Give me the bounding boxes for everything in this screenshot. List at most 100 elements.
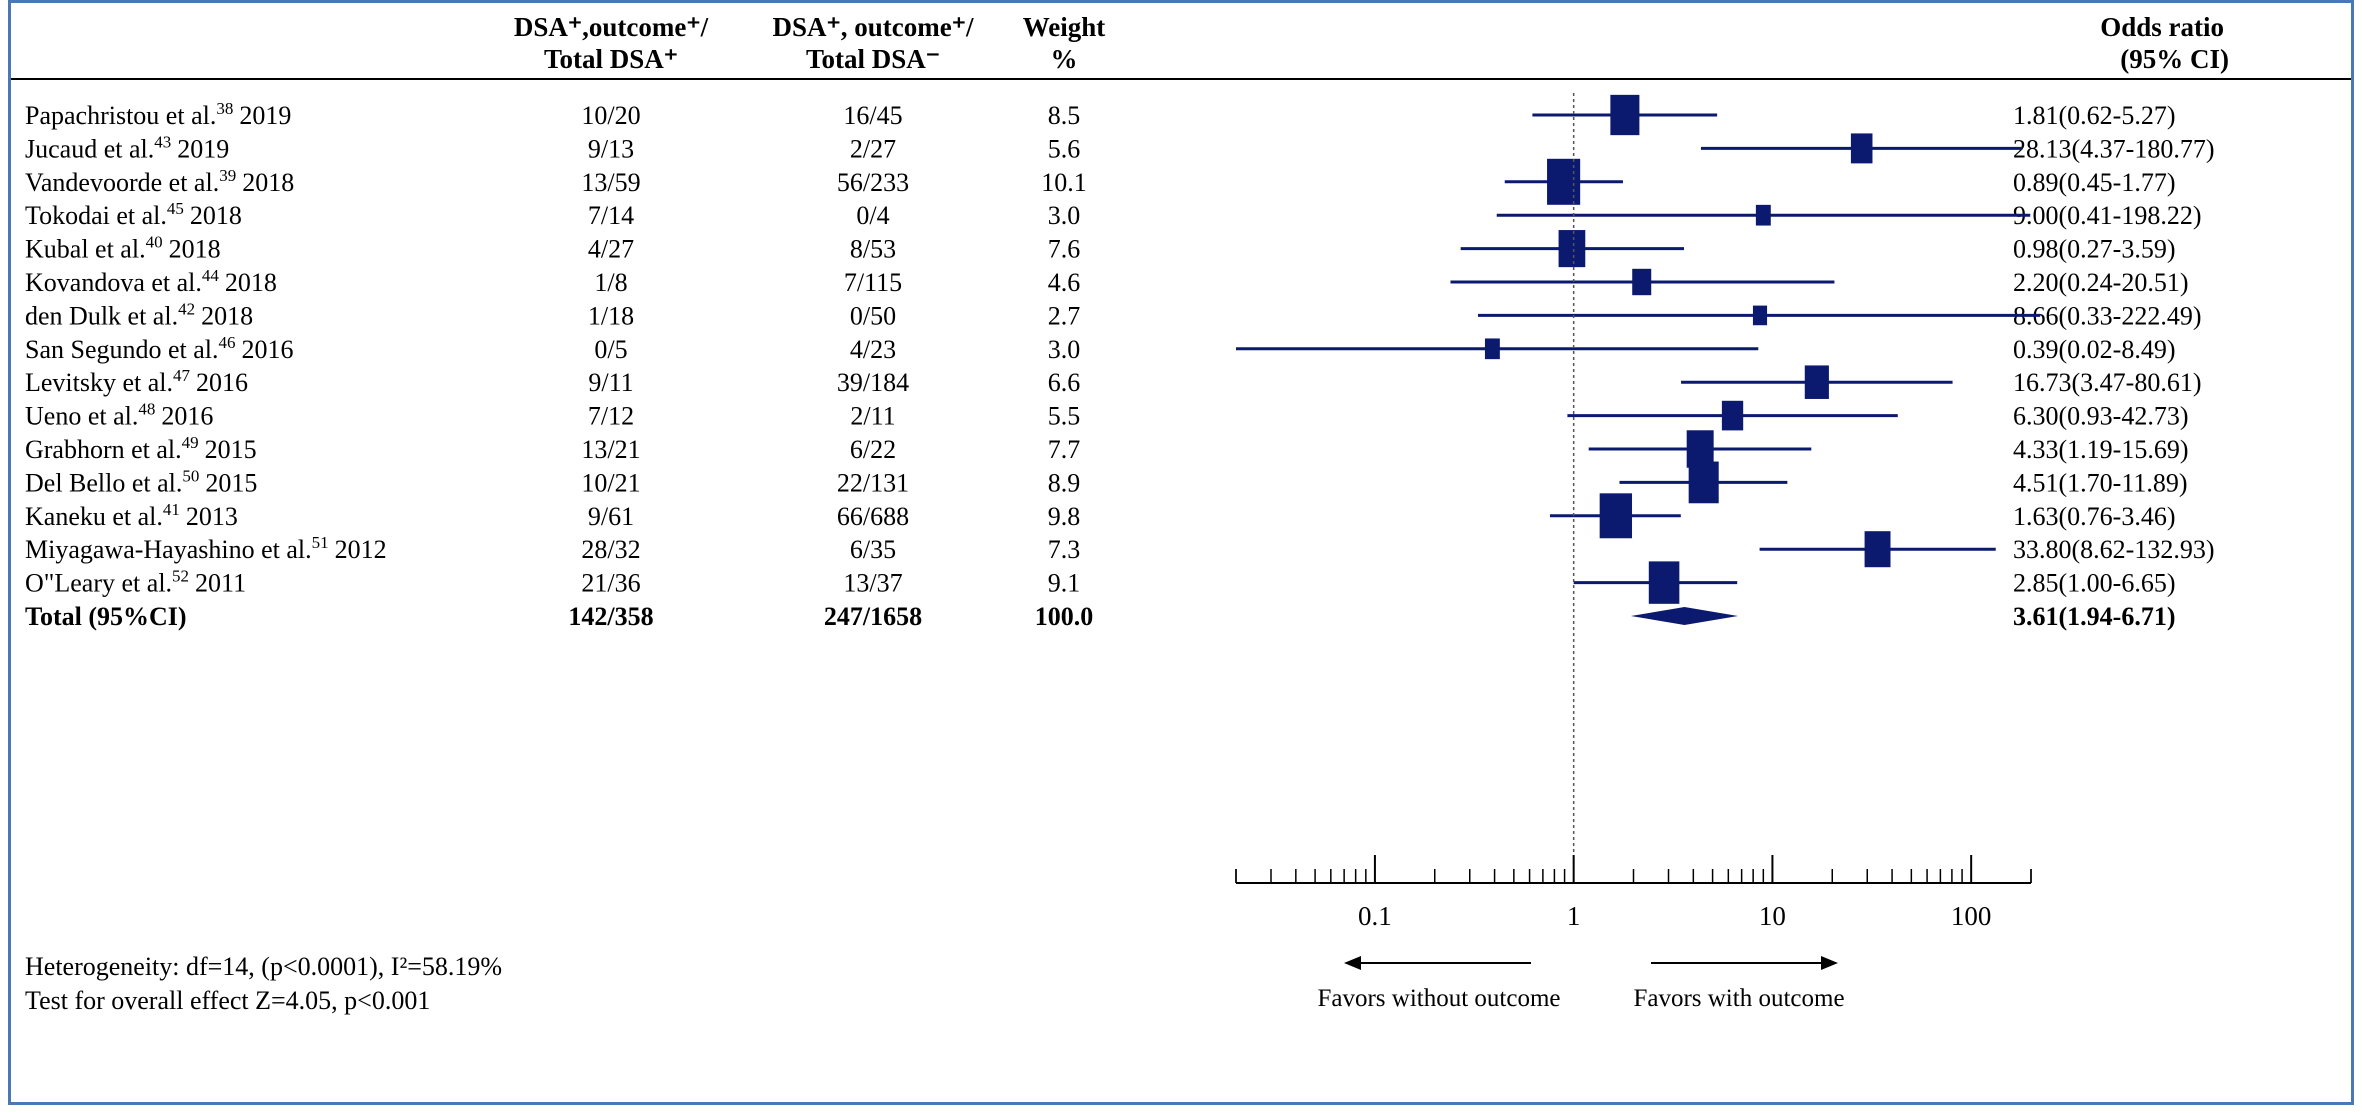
or-ci-value: 2.85(1.00-6.65): [2013, 569, 2175, 598]
dsa-neg-value: 7/115: [844, 268, 902, 297]
study-label: Vandevoorde et al.39 2018: [25, 166, 294, 197]
study-year: 2016: [242, 335, 294, 364]
study-label: Papachristou et al.38 2019: [25, 99, 291, 130]
favors-annotations: Favors without outcome Favors with outco…: [1317, 956, 1845, 1012]
tick-label: 10: [1759, 901, 1786, 931]
or-ci-value: 1.81(0.62-5.27): [2013, 101, 2175, 130]
dsa-pos-value: 4/27: [588, 235, 634, 264]
study-author: den Dulk et al.: [25, 301, 178, 330]
table-row: Ueno et al.48 2016 7/12 2/11 5.5 6.30(0.93-42…: [25, 400, 2188, 431]
dsa-pos-value: 13/59: [581, 168, 640, 197]
study-marker: [1752, 305, 1768, 326]
study-label: Kubal et al.40 2018: [25, 233, 221, 264]
study-marker: [1721, 400, 1744, 431]
overall-effect-text: Test for overall effect Z=4.05, p<0.001: [25, 986, 430, 1015]
study-ref: 38: [216, 99, 233, 118]
dsa-neg-value: 4/23: [850, 335, 896, 364]
dsa-neg-value: 6/22: [850, 435, 896, 464]
study-label: Jucaud et al.43 2019: [25, 132, 229, 163]
weight-value: 2.7: [1048, 301, 1081, 330]
weight-value: 7.3: [1048, 535, 1081, 564]
dsa-pos-value: 1/8: [594, 268, 627, 297]
favors-left-label: Favors without outcome: [1317, 985, 1560, 1012]
dsa-neg-value: 6/35: [850, 535, 896, 564]
study-year: 2011: [195, 569, 246, 598]
study-author: Vandevoorde et al.: [25, 168, 219, 197]
study-marker: [1632, 268, 1652, 296]
weight-value: 7.6: [1048, 235, 1081, 264]
study-ref: 50: [182, 466, 199, 485]
or-ci-value: 0.98(0.27-3.59): [2013, 235, 2175, 264]
dsa-pos-value: 10/21: [581, 468, 640, 497]
dsa-neg-value: 66/688: [837, 502, 909, 531]
study-ref: 46: [219, 333, 236, 352]
study-year: 2019: [239, 101, 291, 130]
favors-right-arrowhead: [1821, 956, 1838, 970]
total-label: Total (95%CI): [25, 602, 187, 631]
study-ref: 45: [167, 199, 184, 218]
plot-area: [1236, 93, 2041, 883]
table-row: Levitsky et al.47 2016 9/11 39/184 6.6 16.73(…: [25, 366, 2201, 397]
study-rows: Papachristou et al.38 2019 10/20 16/45 8.5 1.…: [25, 99, 2214, 631]
study-ref: 49: [182, 433, 199, 452]
study-author: Ueno et al.: [25, 402, 138, 431]
favors-right-label: Favors with outcome: [1633, 985, 1844, 1012]
weight-value: 3.0: [1048, 335, 1081, 364]
header-weight-line2: %: [1051, 44, 1078, 74]
study-marker: [1755, 204, 1771, 226]
or-ci-value: 6.30(0.93-42.73): [2013, 402, 2188, 431]
study-year: 2018: [190, 201, 242, 230]
study-author: Kubal et al.: [25, 235, 146, 264]
study-label: Tokodai et al.45 2018: [25, 199, 242, 230]
study-author: Levitsky et al.: [25, 368, 173, 397]
table-row: Papachristou et al.38 2019 10/20 16/45 8.5 1.…: [25, 99, 2175, 130]
study-label: San Segundo et al.46 2016: [25, 333, 294, 364]
or-ci-value: 28.13(4.37-180.77): [2013, 134, 2214, 163]
study-marker: [1850, 133, 1873, 164]
weight-value: 8.5: [1048, 101, 1081, 130]
weight-value: 4.6: [1048, 268, 1081, 297]
dsa-neg-value: 22/131: [837, 468, 909, 497]
weight-value: 5.5: [1048, 402, 1081, 431]
study-author: Jucaud et al.: [25, 134, 154, 163]
table-row: San Segundo et al.46 2016 0/5 4/23 3.0 0.39(0…: [25, 333, 2175, 364]
weight-value: 6.6: [1048, 368, 1081, 397]
study-author: O"Leary et al.: [25, 569, 172, 598]
study-marker: [1547, 158, 1581, 205]
dsa-pos-value: 13/21: [581, 435, 640, 464]
study-label: Kovandova et al.44 2018: [25, 266, 277, 297]
study-year: 2018: [242, 168, 294, 197]
header-dsa-pos-line2: Total DSA⁺: [544, 44, 678, 74]
study-author: Miyagawa-Hayashino et al.: [25, 535, 312, 564]
study-marker: [1484, 338, 1500, 360]
study-year: 2019: [177, 134, 229, 163]
dsa-pos-value: 9/61: [588, 502, 634, 531]
total-dsa-neg: 247/1658: [824, 602, 922, 631]
tick-label: 0.1: [1358, 901, 1392, 931]
study-marker: [1804, 365, 1829, 399]
dsa-pos-value: 28/32: [581, 535, 640, 564]
study-author: Papachristou et al.: [25, 101, 216, 130]
study-ref: 52: [172, 567, 189, 586]
forest-plot: DSA⁺,outcome⁺/ Total DSA⁺ DSA⁺, outcome⁺…: [11, 12, 2351, 1015]
dsa-neg-value: 56/233: [837, 168, 909, 197]
dsa-neg-value: 0/4: [856, 201, 889, 230]
study-year: 2018: [201, 301, 253, 330]
x-axis: 0.1 1 10 100: [1235, 855, 2032, 931]
study-label: Levitsky et al.47 2016: [25, 366, 248, 397]
header-dsa-neg-line1: DSA⁺, outcome⁺/: [773, 12, 974, 42]
table-row: Kaneku et al.41 2013 9/61 66/688 9.8 1.63(0.7…: [25, 500, 2175, 531]
header-weight-line1: Weight: [1023, 12, 1106, 42]
study-author: Tokodai et al.: [25, 201, 167, 230]
pooled-diamond: [1630, 607, 1738, 625]
study-marker: [1864, 531, 1891, 568]
weight-value: 9.8: [1048, 502, 1081, 531]
study-year: 2016: [161, 402, 213, 431]
header-or-line1: Odds ratio: [2100, 12, 2224, 42]
or-ci-value: 16.73(3.47-80.61): [2013, 368, 2201, 397]
favors-left-arrowhead: [1344, 956, 1361, 970]
study-label: O"Leary et al.52 2011: [25, 567, 246, 598]
study-year: 2015: [205, 435, 257, 464]
tick-label: 1: [1567, 901, 1581, 931]
dsa-neg-value: 2/27: [850, 134, 896, 163]
